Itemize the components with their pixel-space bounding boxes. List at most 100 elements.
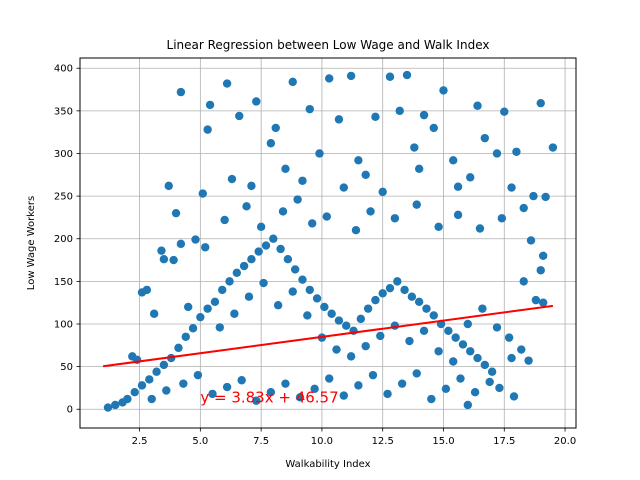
data-point (368, 370, 378, 380)
data-point (334, 316, 344, 325)
data-point (434, 222, 443, 232)
data-point (339, 183, 349, 192)
data-point (453, 210, 463, 220)
data-point (225, 277, 234, 286)
data-point (295, 393, 305, 402)
data-point (273, 301, 283, 310)
data-point (456, 374, 465, 383)
data-point (342, 321, 351, 330)
y-tick-label: 300 (54, 149, 73, 160)
x-tick-label: 12.5 (372, 436, 394, 447)
data-point (354, 156, 363, 165)
data-point (142, 285, 152, 295)
data-point (157, 246, 166, 255)
data-point (320, 302, 329, 312)
data-point (193, 370, 203, 380)
data-point (383, 389, 392, 399)
data-point (500, 107, 509, 116)
data-point (497, 214, 507, 223)
data-point (400, 285, 409, 295)
data-point (283, 254, 293, 264)
data-point (159, 360, 169, 370)
x-tick-label: 17.5 (493, 436, 515, 447)
y-tick-label: 0 (67, 405, 73, 416)
data-point (538, 298, 548, 307)
chart-title: Linear Regression between Low Wage and W… (167, 38, 490, 52)
data-point (252, 396, 261, 405)
data-point (103, 403, 113, 412)
data-point (439, 86, 448, 95)
data-point (183, 302, 193, 312)
y-tick-label: 250 (54, 192, 73, 203)
grid (80, 58, 576, 428)
data-point (305, 104, 314, 114)
data-point (414, 164, 424, 174)
data-point (325, 74, 334, 83)
data-point (478, 304, 487, 313)
x-tick-label: 20.0 (554, 436, 576, 447)
data-point (351, 226, 361, 235)
data-point (288, 77, 297, 87)
data-point (169, 255, 178, 265)
data-point (449, 156, 458, 165)
data-point (410, 143, 419, 152)
y-tick-label: 50 (60, 362, 73, 373)
data-point (422, 304, 431, 313)
data-point (196, 312, 205, 322)
data-point (179, 379, 188, 388)
data-point (429, 123, 438, 133)
data-point (230, 309, 239, 318)
data-point (266, 387, 276, 397)
data-point (414, 297, 424, 307)
data-point (176, 87, 186, 97)
data-point (281, 164, 290, 174)
data-point (208, 389, 217, 399)
data-point (188, 324, 198, 333)
data-point (315, 149, 324, 158)
data-point (371, 295, 380, 305)
data-point (441, 384, 451, 393)
data-point (526, 236, 536, 245)
data-point (536, 98, 545, 108)
data-point (507, 353, 516, 363)
data-point (504, 333, 514, 342)
data-point (385, 72, 395, 81)
data-point (210, 297, 220, 307)
data-point (159, 254, 169, 264)
data-point (466, 173, 475, 182)
data-point (137, 381, 147, 390)
data-point (220, 215, 229, 225)
data-point (519, 277, 528, 286)
data-point (149, 309, 159, 318)
data-point (205, 100, 215, 110)
data-point (378, 289, 387, 298)
data-point (237, 376, 246, 385)
data-point (354, 381, 363, 390)
data-point (541, 192, 550, 202)
data-point (252, 97, 261, 106)
data-point (203, 304, 212, 313)
x-tick-label: 2.5 (132, 436, 148, 447)
data-point (244, 292, 254, 301)
data-point (405, 336, 414, 346)
data-point (215, 323, 225, 332)
data-point (458, 340, 468, 349)
data-point (412, 369, 421, 378)
data-point (517, 345, 526, 354)
data-point (531, 295, 541, 305)
data-point (475, 224, 485, 233)
data-point (325, 374, 334, 383)
data-point (378, 187, 387, 197)
data-point (356, 314, 366, 324)
data-point (492, 323, 502, 332)
data-point (181, 332, 190, 341)
data-point (480, 360, 490, 370)
data-point (361, 341, 370, 351)
data-point (271, 123, 280, 133)
data-point (524, 356, 533, 365)
data-point (366, 207, 375, 216)
data-point (444, 326, 453, 336)
data-points (103, 70, 558, 412)
data-point (312, 294, 322, 303)
data-point (191, 235, 200, 244)
